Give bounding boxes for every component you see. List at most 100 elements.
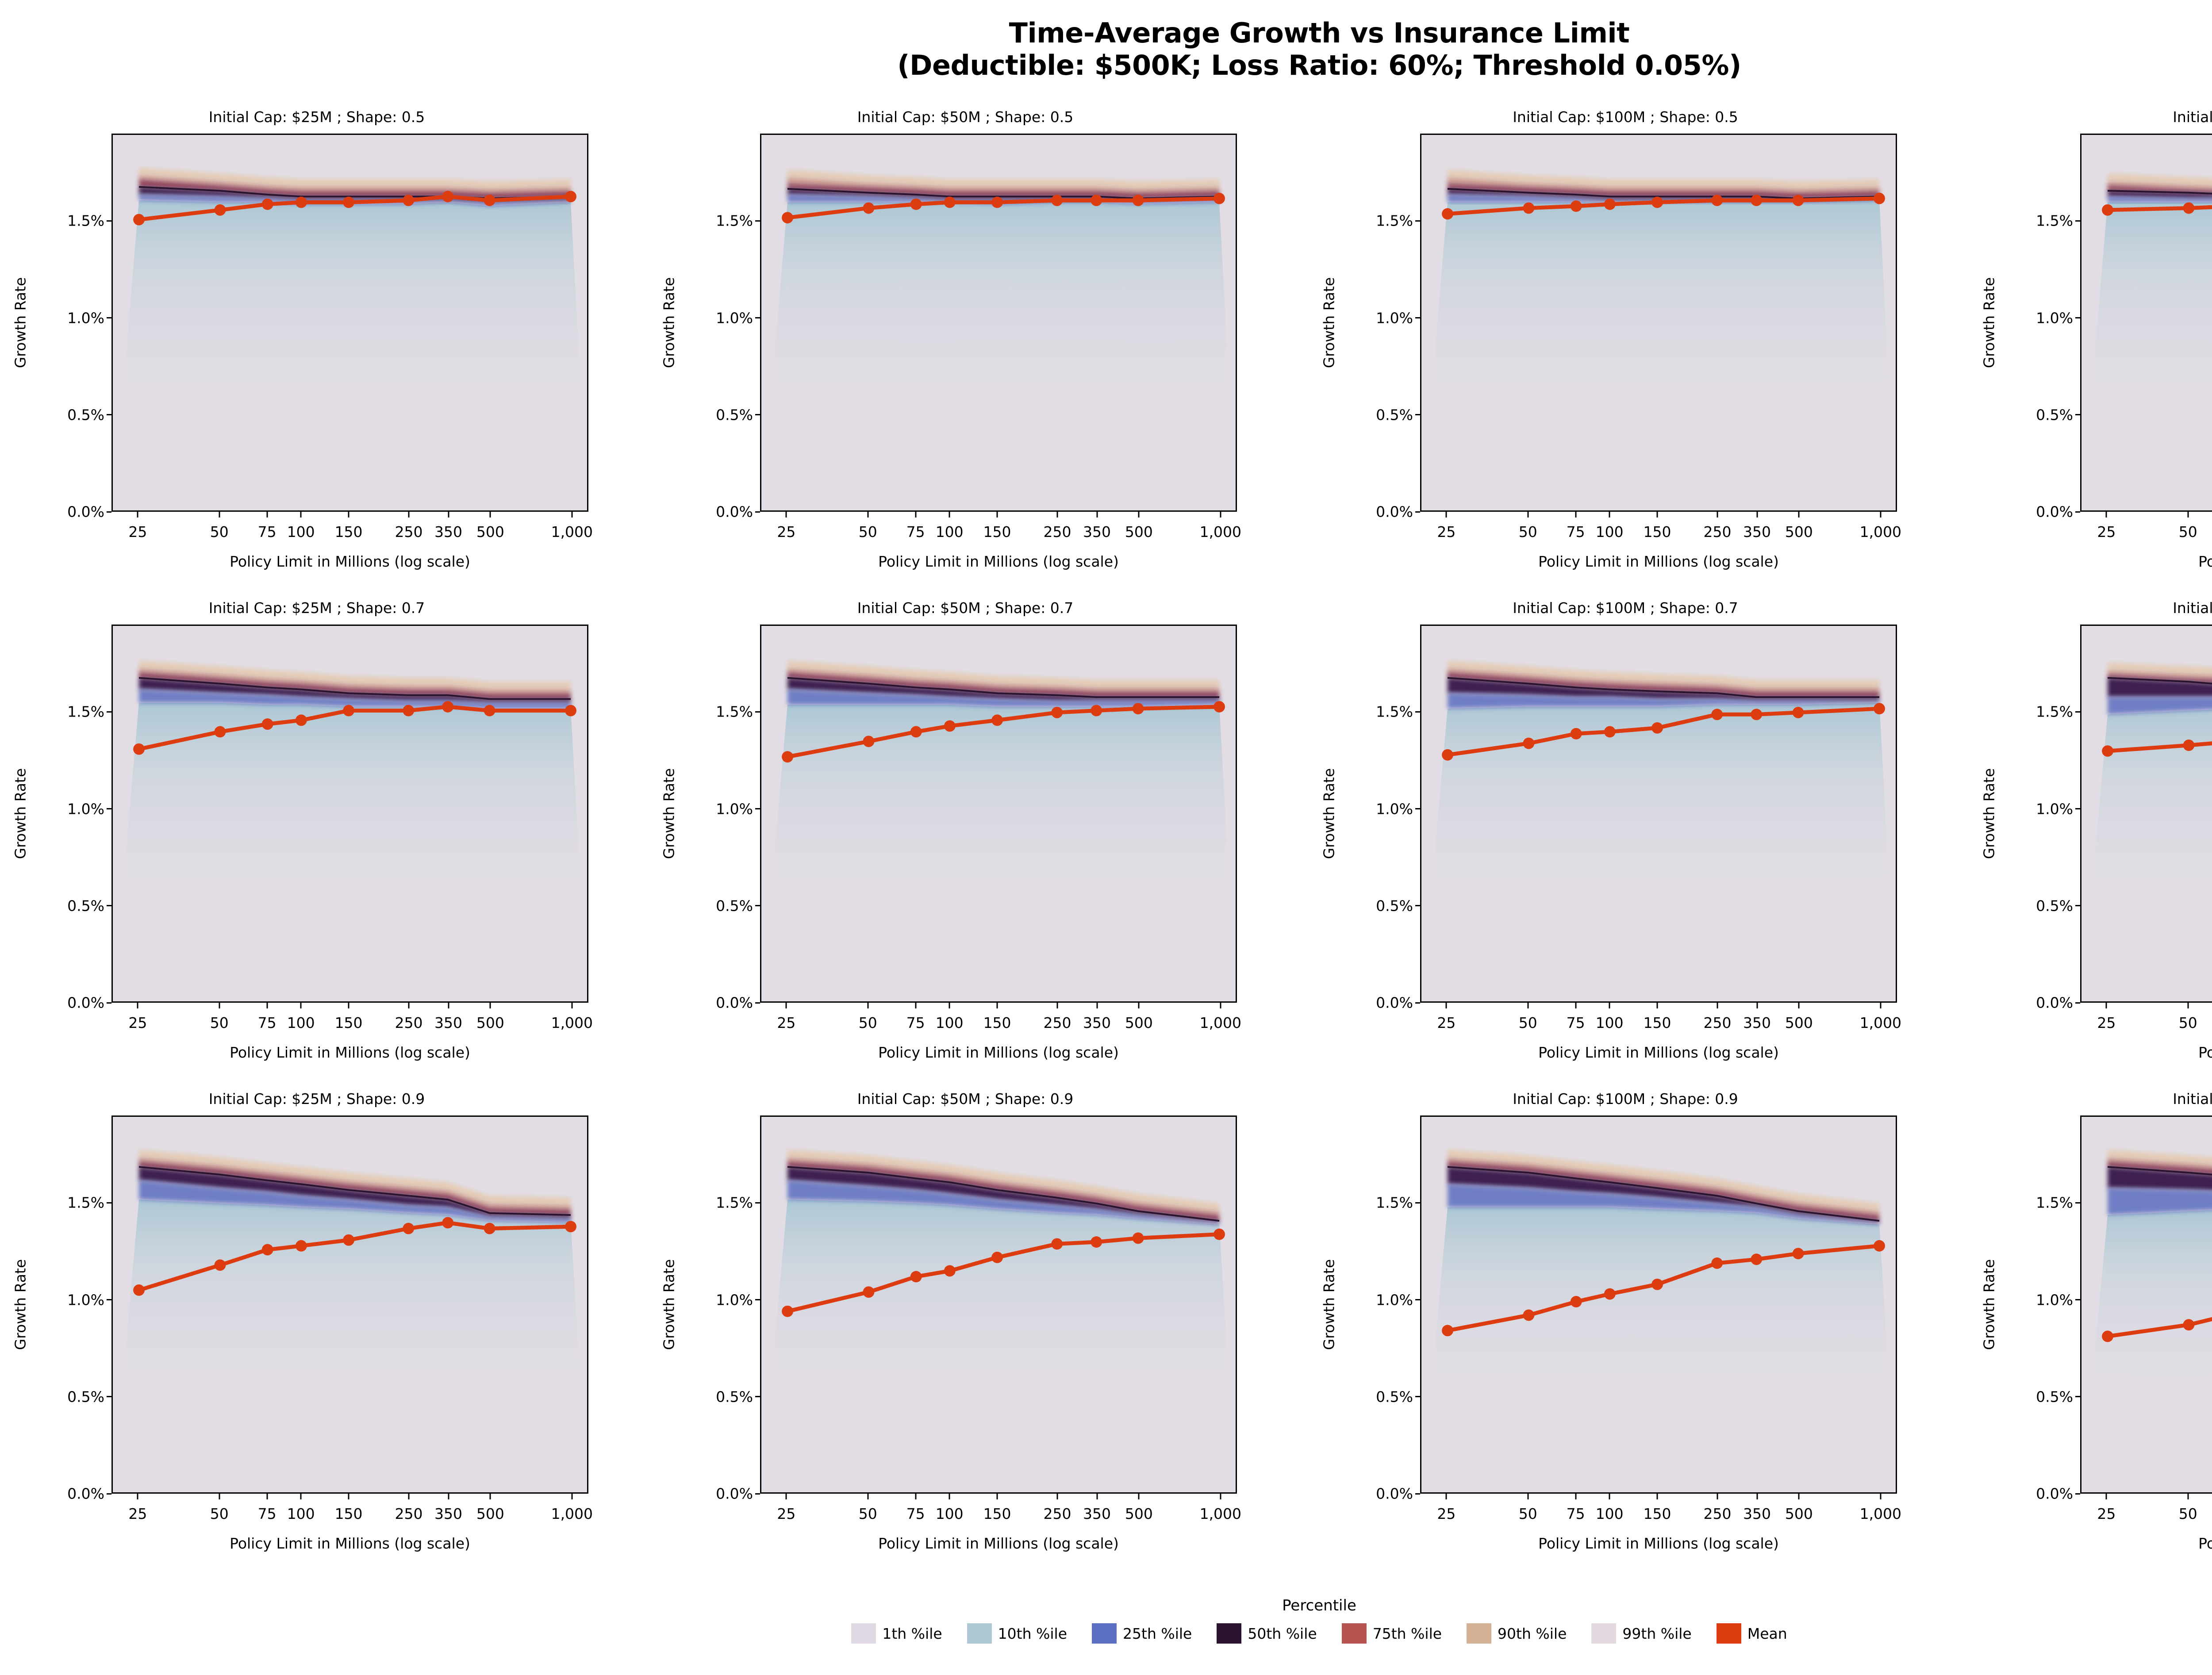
median-line [787,188,1220,199]
mean-marker [863,736,875,747]
x-tick-label: 1,000 [1859,523,1902,540]
mean-marker [1091,705,1102,717]
mean-marker [214,1259,226,1271]
mean-marker [1051,707,1063,718]
median-line [787,1166,1220,1222]
y-tick-label: 1.5% [1376,212,1420,230]
y-tick-label: 0.0% [1376,994,1420,1012]
y-axis-ticks: 0.0% 0.5% 1.0% 1.5% [0,134,111,521]
y-tick-label: 1.5% [716,212,760,230]
x-tick-mark [1056,1494,1058,1499]
x-tick-mark [219,1003,220,1008]
mean-marker [910,726,922,738]
mean-marker [2183,202,2195,214]
mean-marker [1751,1253,1763,1265]
x-tick-mark [1656,512,1658,517]
mean-marker [565,1221,576,1233]
x-tick-label: 75 [906,1014,925,1031]
legend-item[interactable]: 1th %ile [851,1623,942,1644]
y-tick-label: 1.5% [716,703,760,721]
x-tick-mark [1096,512,1098,517]
mean-marker [214,726,226,738]
median-line [2107,677,2212,685]
subplot-title: Initial Cap: $150M ; Shape: 0.5 [2173,108,2212,126]
mean-marker [1604,1288,1616,1300]
x-tick-mark [1880,1494,1882,1499]
x-tick-mark [1138,512,1140,517]
subplot-title: Initial Cap: $25M ; Shape: 0.9 [208,1090,425,1108]
plot-area [1420,134,1897,512]
plot-area [2080,625,2212,1003]
x-tick-label: 75 [257,523,276,540]
subplot: Initial Cap: $50M ; Shape: 0.7 Growth Rat… [649,599,1282,1089]
x-tick-mark [137,1494,138,1499]
x-tick-label: 150 [983,523,1011,540]
x-tick-label: 500 [476,1014,504,1031]
plot-area [760,1115,1237,1494]
y-tick-label: 0.0% [2036,1485,2080,1503]
mean-marker [1442,1325,1453,1337]
x-tick-label: 75 [906,1505,925,1522]
x-tick-mark [785,1003,787,1008]
x-tick-label: 75 [257,1505,276,1522]
x-tick-label: 25 [128,1014,147,1031]
mean-marker [403,1223,415,1234]
legend-item[interactable]: 99th %ile [1591,1623,1692,1644]
plot-area [2080,1115,2212,1494]
legend-item[interactable]: 10th %ile [967,1623,1067,1644]
legend-item-label: 25th %ile [1123,1625,1192,1642]
y-axis-ticks: 0.0% 0.5% 1.0% 1.5% [0,1115,111,1503]
mean-marker [1214,192,1225,204]
x-tick-mark [1756,512,1758,517]
y-tick-label: 1.0% [716,309,760,326]
x-tick-mark [1575,1494,1577,1499]
x-tick-mark [1445,1003,1447,1008]
y-tick-label: 0.0% [716,503,760,521]
x-tick-label: 350 [434,1014,462,1031]
x-tick-label: 100 [935,1014,964,1031]
legend-item[interactable]: 50th %ile [1217,1623,1317,1644]
mean-line [2105,205,2212,212]
mean-marker [133,1284,145,1296]
plot-area [2080,134,2212,512]
percentile-fan [1421,1117,1896,1492]
x-tick-mark [949,1003,950,1008]
x-tick-mark [2187,512,2189,517]
x-tick-mark [1880,1003,1882,1008]
x-tick-mark [949,512,950,517]
percentile-fan [2081,135,2212,510]
percentile-fan [113,135,587,510]
y-tick-label: 1.5% [67,703,111,721]
x-tick-mark [867,1003,869,1008]
x-tick-label: 250 [1043,1014,1071,1031]
x-tick-label: 350 [1083,1505,1111,1522]
legend-swatch-icon [1217,1623,1242,1644]
subplot-title: Initial Cap: $150M ; Shape: 0.7 [2173,599,2212,617]
mean-marker [1711,195,1723,206]
y-tick-label: 0.5% [716,897,760,914]
x-tick-mark [266,1003,268,1008]
x-tick-mark [348,1003,349,1008]
mean-marker [1214,1228,1225,1240]
x-tick-label: 150 [983,1014,1011,1031]
x-tick-label: 250 [1703,1505,1732,1522]
mean-marker [991,196,1003,208]
legend-item[interactable]: 90th %ile [1467,1623,1567,1644]
mean-marker [343,196,355,208]
mean-marker [442,701,454,713]
y-tick-label: 1.5% [2036,212,2080,230]
legend-item[interactable]: 25th %ile [1092,1623,1192,1644]
percentile-fan [2081,1117,2212,1492]
legend-item[interactable]: 75th %ile [1341,1623,1442,1644]
mean-marker [1874,1240,1885,1252]
legend-item[interactable]: Mean [1716,1623,1787,1644]
x-tick-mark [489,1494,491,1499]
x-tick-mark [489,1003,491,1008]
mean-marker [1523,1309,1535,1321]
legend-item-label: 90th %ile [1498,1625,1567,1642]
figure-title: Time-Average Growth vs Insurance Limit (… [0,17,2212,81]
